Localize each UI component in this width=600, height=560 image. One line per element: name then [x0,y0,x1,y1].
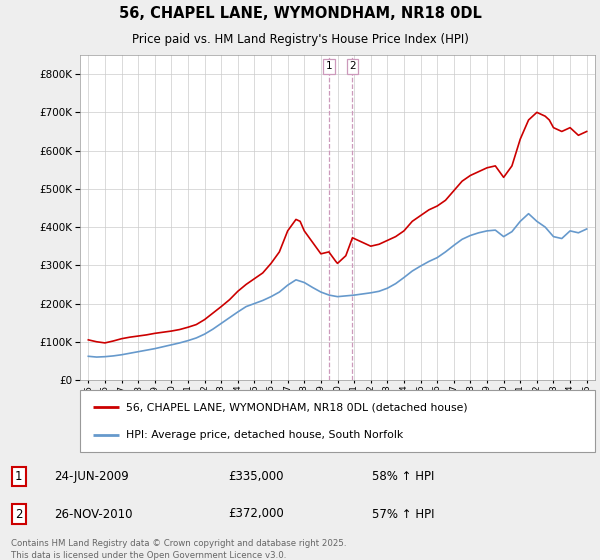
Text: 56, CHAPEL LANE, WYMONDHAM, NR18 0DL: 56, CHAPEL LANE, WYMONDHAM, NR18 0DL [119,7,481,21]
Text: £335,000: £335,000 [228,470,284,483]
Text: Contains HM Land Registry data © Crown copyright and database right 2025.
This d: Contains HM Land Registry data © Crown c… [11,539,346,560]
Text: 2: 2 [15,507,23,520]
Text: 24-JUN-2009: 24-JUN-2009 [54,470,129,483]
Text: 56, CHAPEL LANE, WYMONDHAM, NR18 0DL (detached house): 56, CHAPEL LANE, WYMONDHAM, NR18 0DL (de… [127,402,468,412]
Text: 57% ↑ HPI: 57% ↑ HPI [372,507,434,520]
Text: 58% ↑ HPI: 58% ↑ HPI [372,470,434,483]
Text: 2: 2 [349,62,356,72]
Text: HPI: Average price, detached house, South Norfolk: HPI: Average price, detached house, Sout… [127,430,404,440]
Text: Price paid vs. HM Land Registry's House Price Index (HPI): Price paid vs. HM Land Registry's House … [131,32,469,45]
Text: 1: 1 [326,62,332,72]
Text: 1: 1 [15,470,23,483]
FancyBboxPatch shape [80,390,595,452]
Text: 26-NOV-2010: 26-NOV-2010 [54,507,133,520]
Text: £372,000: £372,000 [228,507,284,520]
